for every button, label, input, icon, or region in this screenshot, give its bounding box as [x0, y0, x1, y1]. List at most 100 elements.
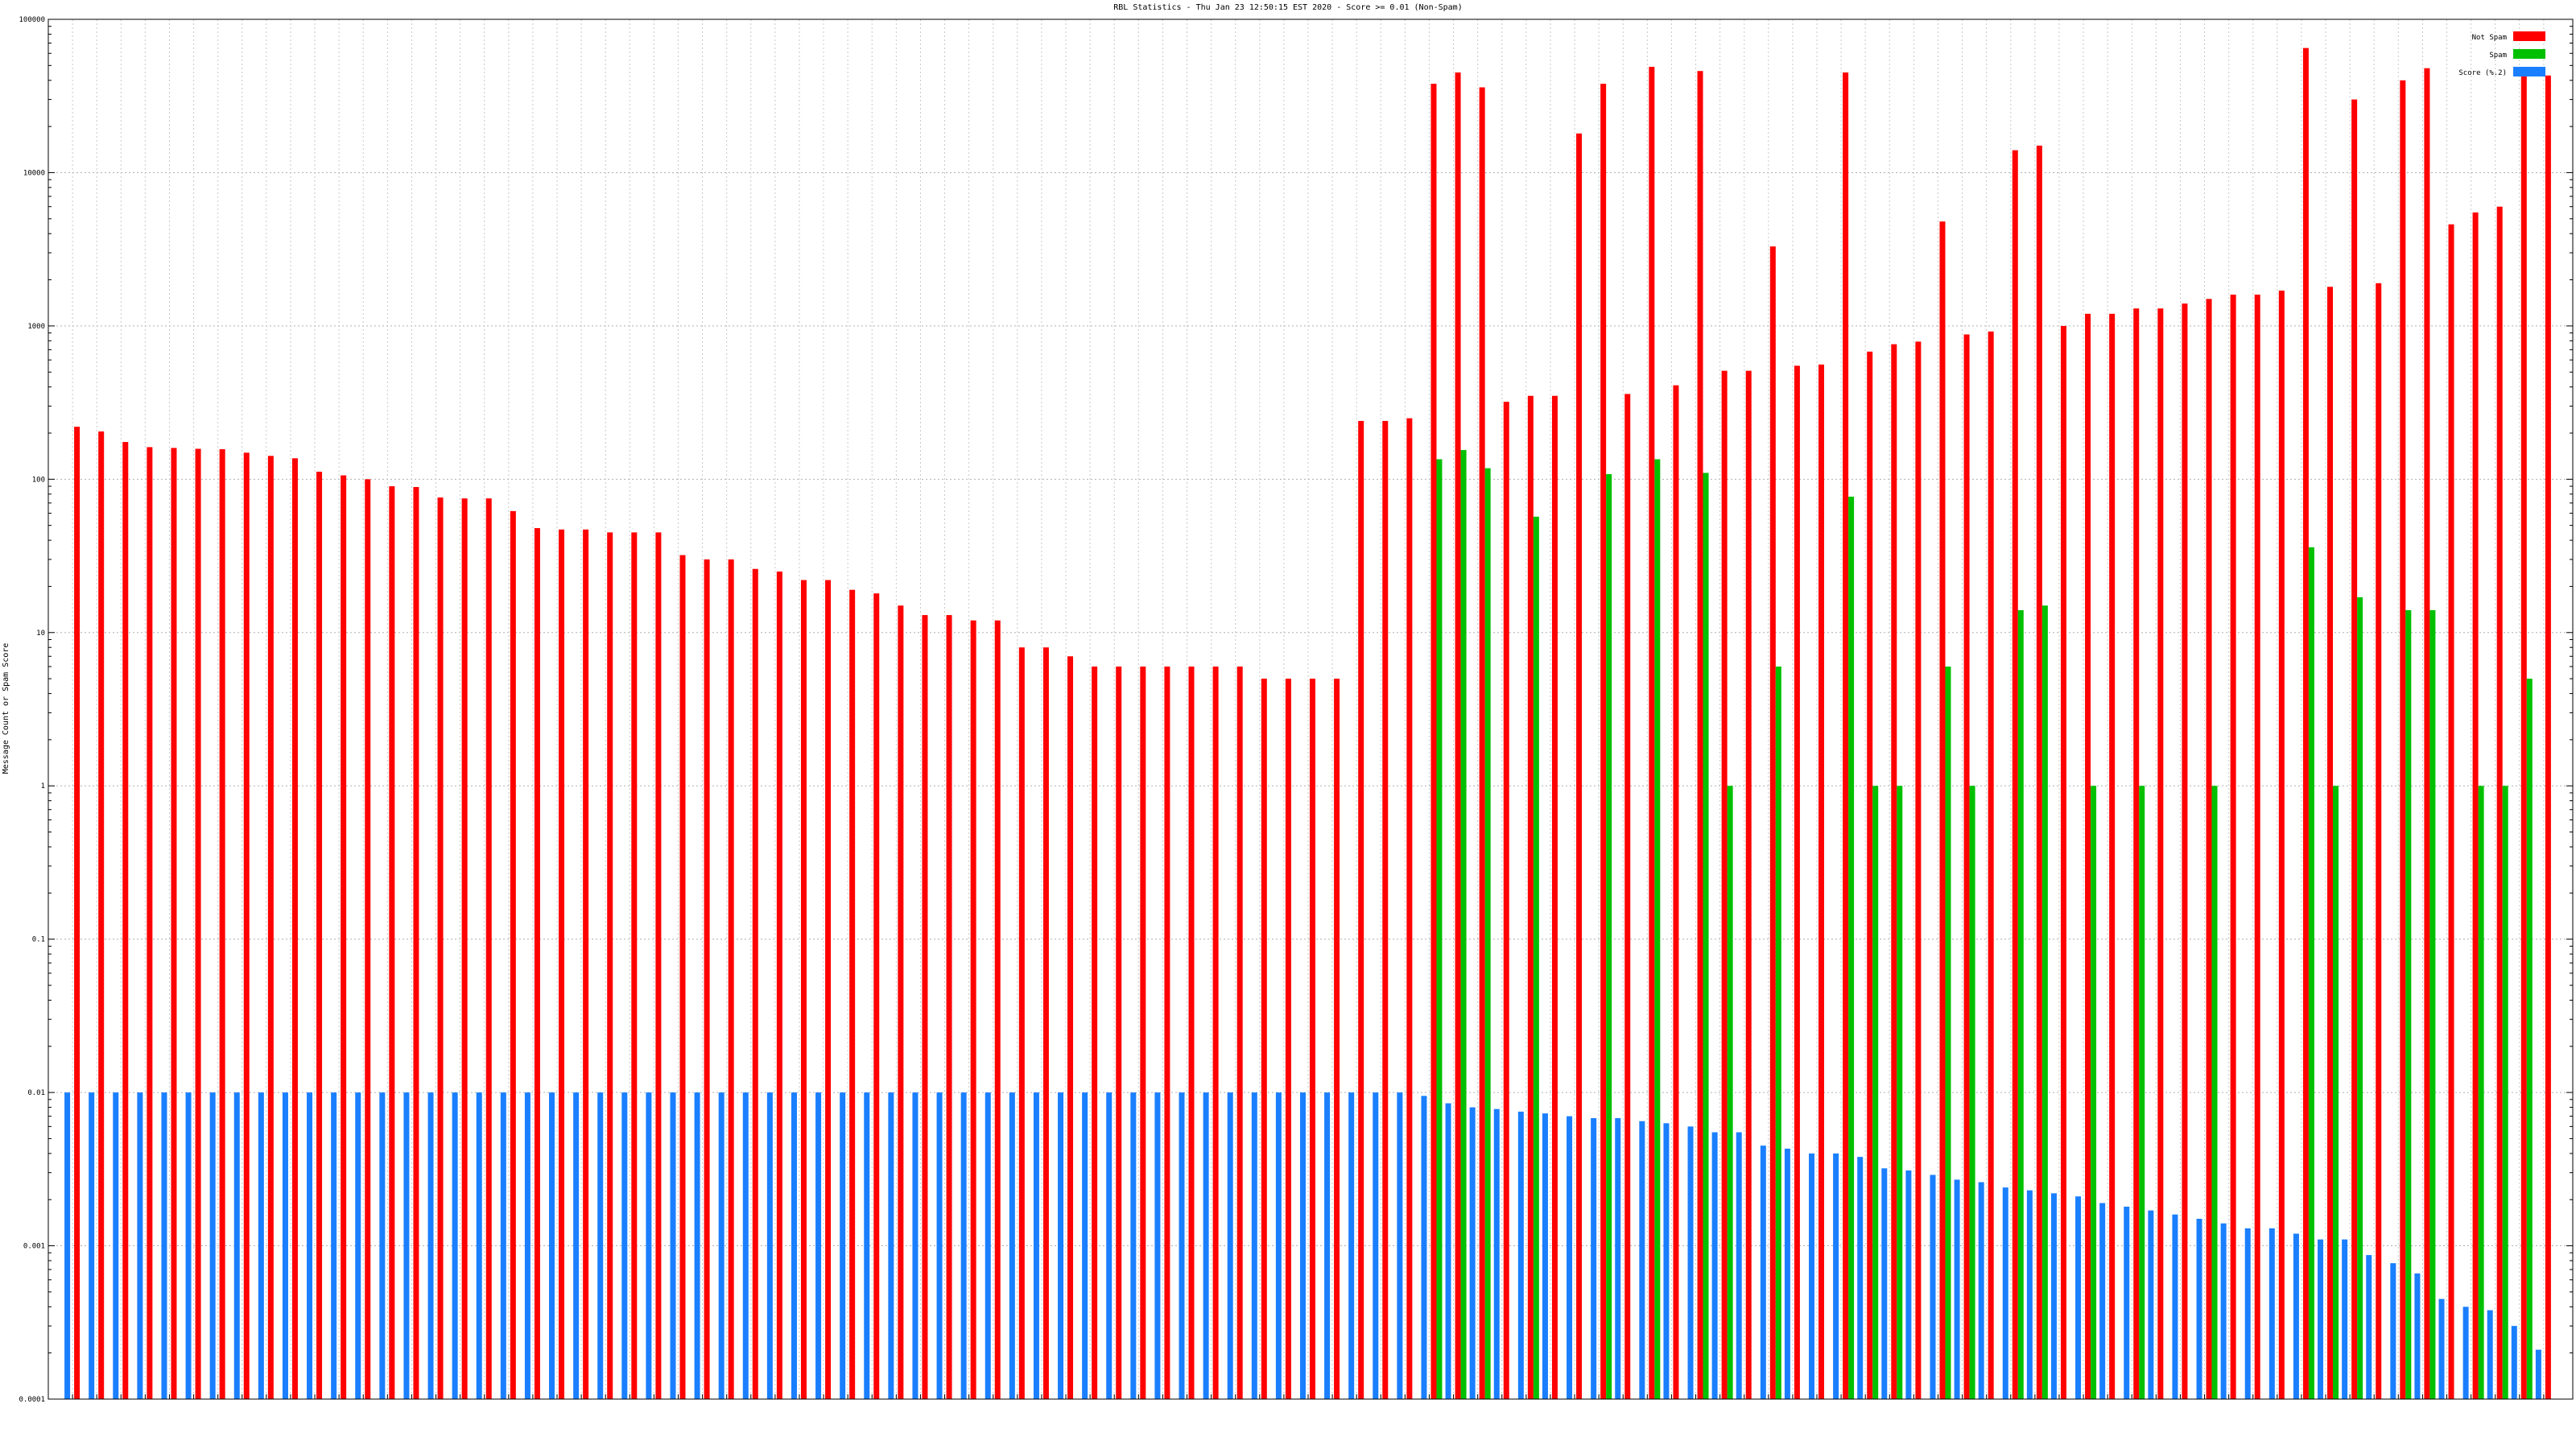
not-spam-bar: [752, 568, 758, 1399]
score-bar: [1736, 1132, 1742, 1399]
score-bar: [1251, 1092, 1257, 1399]
score-legend-swatch: [2513, 67, 2545, 76]
not-spam-bar: [389, 486, 395, 1399]
not-spam-bar: [2496, 206, 2503, 1399]
not-spam-bar: [2448, 224, 2454, 1399]
score-bar: [209, 1092, 216, 1399]
y-tick-label: 10000: [23, 169, 45, 177]
score-bar: [161, 1092, 167, 1399]
spam-bar: [2091, 786, 2097, 1399]
score-bar: [597, 1092, 604, 1399]
not-spam-bar: [559, 529, 565, 1399]
y-tick-label: 100000: [19, 16, 45, 24]
not-spam-bar: [2278, 291, 2285, 1399]
not-spam-bar: [2206, 299, 2212, 1400]
score-bar: [1809, 1153, 1815, 1399]
score-bar: [1663, 1123, 1670, 1399]
not-spam-bar: [1624, 394, 1631, 1399]
spam-legend-swatch: [2513, 49, 2545, 59]
score-bar: [427, 1092, 434, 1399]
spam-bar: [1484, 468, 1491, 1399]
not-spam-bar: [1212, 667, 1219, 1399]
not-spam-bar: [2327, 287, 2334, 1399]
not-spam-bar: [873, 593, 880, 1399]
spam-bar: [2478, 786, 2484, 1399]
score-bar: [89, 1092, 95, 1399]
score-bar: [1033, 1092, 1039, 1399]
spam-bar: [1848, 496, 1855, 1399]
spam-bar: [2308, 547, 2314, 1400]
score-bar: [936, 1092, 943, 1399]
legend: Not Spam Spam Score (%.2): [2458, 31, 2545, 77]
score-bar: [1784, 1148, 1790, 1399]
score-bar: [1421, 1096, 1427, 1399]
score-bar: [2293, 1233, 2299, 1399]
score-bar: [2342, 1239, 2348, 1399]
score-bar: [718, 1092, 724, 1399]
chart-title: RBL Statistics - Thu Jan 23 12:50:15 EST…: [1113, 3, 1462, 12]
score-bar: [2244, 1228, 2251, 1399]
not-spam-bar: [1867, 351, 1873, 1399]
score-bar: [1639, 1121, 1645, 1399]
score-bar: [985, 1092, 991, 1399]
not-spam-bar: [316, 471, 323, 1400]
score-bar: [1760, 1146, 1766, 1399]
not-spam-bar: [171, 448, 177, 1399]
score-bar: [1833, 1153, 1839, 1399]
spam-bar: [1533, 516, 1539, 1399]
score-bar: [2002, 1187, 2008, 1399]
spam-bar: [2017, 609, 2024, 1399]
score-bar: [1445, 1103, 1451, 1399]
score-bar: [1591, 1118, 1597, 1399]
score-bar: [307, 1092, 313, 1399]
not-spam-bar: [970, 620, 976, 1399]
spam-bar: [2041, 605, 2048, 1399]
spam-bar: [1897, 786, 1903, 1399]
y-tick-label: 0.0001: [19, 1396, 45, 1404]
score-bar: [888, 1092, 894, 1399]
not-spam-bar: [243, 452, 250, 1399]
score-bar: [2414, 1273, 2421, 1399]
not-spam-bar: [1891, 344, 1897, 1399]
not-spam-bar: [1600, 84, 1607, 1400]
score-bar: [1905, 1170, 1912, 1399]
y-tick-label: 100: [32, 476, 45, 484]
not-spam-bar: [1963, 334, 1970, 1399]
spam-bar: [2333, 786, 2339, 1399]
score-bar: [2511, 1326, 2517, 1399]
not-spam-bar: [1309, 679, 1315, 1399]
score-bar: [840, 1092, 846, 1399]
spam-bar: [1436, 459, 1443, 1399]
score-bar: [2438, 1298, 2445, 1399]
score-bar: [137, 1092, 143, 1399]
not-spam-bar: [365, 479, 371, 1400]
not-spam-bar: [776, 571, 782, 1399]
not-spam-bar: [607, 532, 613, 1399]
score-bar: [1130, 1092, 1137, 1399]
not-spam-bar: [1697, 71, 1703, 1399]
score-bar: [1348, 1092, 1355, 1399]
not-spam-bar: [2230, 295, 2236, 1399]
not-spam-bar: [1794, 365, 1800, 1400]
not-spam-bar: [898, 605, 904, 1399]
not-spam-bar: [1430, 84, 1437, 1400]
score-bar: [2050, 1193, 2057, 1399]
not-spam-bar: [413, 486, 419, 1400]
score-bar: [64, 1092, 71, 1399]
not-spam-bar: [583, 529, 589, 1399]
not-spam-bar: [1915, 341, 1922, 1399]
score-bar: [331, 1092, 337, 1399]
score-bar: [524, 1092, 530, 1399]
score-bar: [2220, 1223, 2227, 1399]
y-axis-ticks: 0.0001 0.001 0.01 0.1 1 10 100 1000 10000 100000: [19, 16, 2573, 1404]
spam-bar: [1606, 473, 1612, 1399]
not-spam-bar: [98, 431, 105, 1399]
not-spam-bar: [849, 589, 856, 1399]
not-spam-bar: [728, 559, 734, 1400]
spam-bar: [1969, 786, 1975, 1399]
not-spam-bar: [195, 448, 201, 1399]
not-spam-bar: [1939, 221, 1946, 1399]
spam-bar: [1775, 667, 1781, 1399]
not-spam-bar: [1673, 385, 1679, 1399]
